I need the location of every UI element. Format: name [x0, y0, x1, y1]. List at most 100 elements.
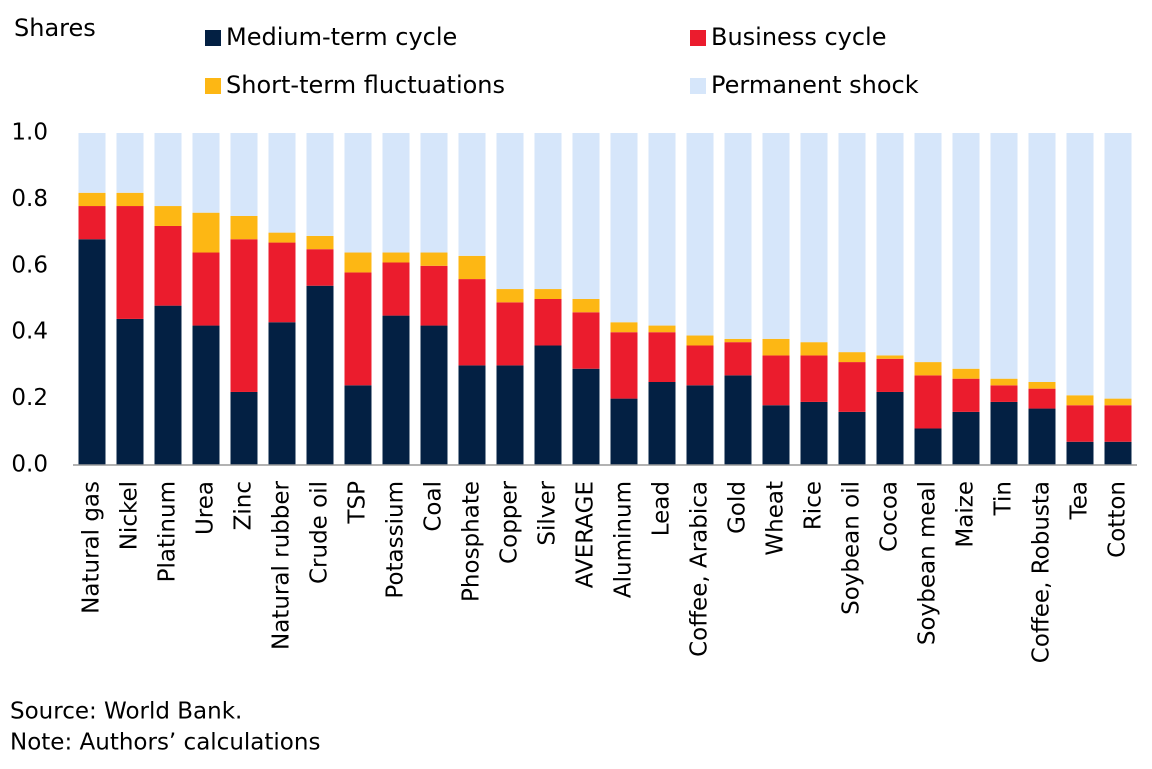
- legend-label: Business cycle: [711, 23, 887, 51]
- bar-segment: [952, 411, 980, 465]
- bar-segment: [648, 325, 676, 333]
- bar-segment: [800, 401, 828, 465]
- source: Source: World Bank.: [10, 699, 242, 725]
- bar-segment: [762, 133, 790, 339]
- bar-segment: [762, 355, 790, 406]
- bar-segment: [268, 242, 296, 323]
- x-tick-label: Soybean meal: [915, 481, 941, 645]
- x-tick-label: Zinc: [231, 481, 257, 530]
- bar-segment: [648, 332, 676, 382]
- x-tick-label: Maize: [953, 481, 979, 548]
- x-tick-label: Tea: [1067, 481, 1093, 520]
- x-tick-label: Soybean oil: [839, 481, 865, 615]
- bar-segment: [496, 289, 524, 303]
- bar-segment: [914, 362, 942, 376]
- bar-segment: [496, 302, 524, 366]
- bar-segment: [1028, 133, 1056, 382]
- bar-segment: [382, 315, 410, 465]
- bar-segment: [420, 325, 448, 465]
- bar-segment: [1066, 405, 1094, 442]
- y-tick-label: 1.0: [11, 120, 48, 146]
- x-tick-label: Rice: [801, 481, 827, 530]
- bar-segment: [1066, 395, 1094, 406]
- bar-segment: [306, 235, 334, 250]
- bar-segment: [192, 325, 220, 465]
- bar-segment: [876, 133, 904, 356]
- x-tick-label: Coffee, Robusta: [1029, 481, 1055, 663]
- bar-segment: [724, 375, 752, 465]
- x-tick-label: AVERAGE: [573, 481, 599, 588]
- bar-segment: [838, 362, 866, 412]
- bar-segment: [876, 391, 904, 465]
- legend-swatch: [690, 78, 706, 94]
- bar-segment: [420, 252, 448, 266]
- bar-segment: [534, 133, 562, 290]
- bar-segment: [268, 133, 296, 233]
- x-tick-label: Wheat: [763, 481, 789, 556]
- bar-segment: [344, 385, 372, 465]
- bar-segment: [154, 133, 182, 207]
- legend-label: Medium-term cycle: [226, 23, 457, 51]
- x-tick-label: Platinum: [155, 481, 181, 582]
- bar-segment: [686, 133, 714, 336]
- bar-segment: [838, 352, 866, 363]
- bar-segment: [838, 133, 866, 353]
- bar-segment: [990, 133, 1018, 379]
- bar-segment: [1104, 398, 1132, 406]
- bar-segment: [914, 133, 942, 363]
- bar-segment: [800, 342, 828, 356]
- bar-segment: [876, 355, 904, 359]
- bar-segment: [1104, 405, 1132, 442]
- bar-segment: [382, 252, 410, 263]
- y-tick-label: 0.8: [11, 186, 48, 212]
- bar-segment: [1066, 441, 1094, 465]
- bar-segment: [1104, 441, 1132, 465]
- bar-segment: [610, 322, 638, 333]
- bar-segment: [610, 133, 638, 323]
- bar-segment: [154, 225, 182, 306]
- bar-segment: [458, 365, 486, 465]
- bar-segment: [192, 252, 220, 326]
- x-tick-label: Silver: [535, 480, 561, 545]
- legend-swatch: [205, 78, 221, 94]
- bar-segment: [496, 133, 524, 290]
- bar-segment: [192, 212, 220, 253]
- x-tick-label: Cocoa: [877, 481, 903, 552]
- y-tick-label: 0.4: [11, 319, 48, 345]
- bar-segment: [344, 252, 372, 273]
- legend-label: Short-term fluctuations: [226, 71, 505, 99]
- bar-segment: [78, 239, 106, 465]
- bar-segment: [952, 368, 980, 379]
- bar-segment: [1066, 133, 1094, 396]
- x-tick-label: Natural rubber: [269, 480, 295, 650]
- bar-segment: [230, 239, 258, 392]
- x-tick-label: Natural gas: [79, 481, 105, 614]
- bar-segment: [344, 272, 372, 386]
- bar-segment: [116, 206, 144, 319]
- bar-segment: [876, 358, 904, 392]
- x-tick-label: TSP: [345, 481, 371, 525]
- x-tick-label: Coffee, Arabica: [687, 481, 713, 657]
- bar-segment: [116, 133, 144, 193]
- bar-segment: [458, 255, 486, 280]
- bar-segment: [686, 385, 714, 465]
- bar-segment: [838, 411, 866, 465]
- bar-segment: [230, 216, 258, 240]
- bar-segment: [458, 279, 486, 366]
- bar-segment: [990, 401, 1018, 465]
- bar-segment: [610, 398, 638, 465]
- x-tick-label: Potassium: [383, 481, 409, 599]
- bar-segment: [1028, 382, 1056, 389]
- bar-segment: [800, 355, 828, 402]
- bar-segment: [420, 265, 448, 326]
- bar-segment: [116, 318, 144, 465]
- bar-segment: [724, 133, 752, 339]
- bar-segment: [420, 133, 448, 253]
- x-tick-label: Urea: [193, 481, 219, 535]
- bar-segment: [762, 338, 790, 356]
- legend-label: Permanent shock: [711, 71, 919, 99]
- x-tick-label: Coal: [421, 481, 447, 532]
- bar-segment: [306, 249, 334, 286]
- bar-segment: [686, 345, 714, 386]
